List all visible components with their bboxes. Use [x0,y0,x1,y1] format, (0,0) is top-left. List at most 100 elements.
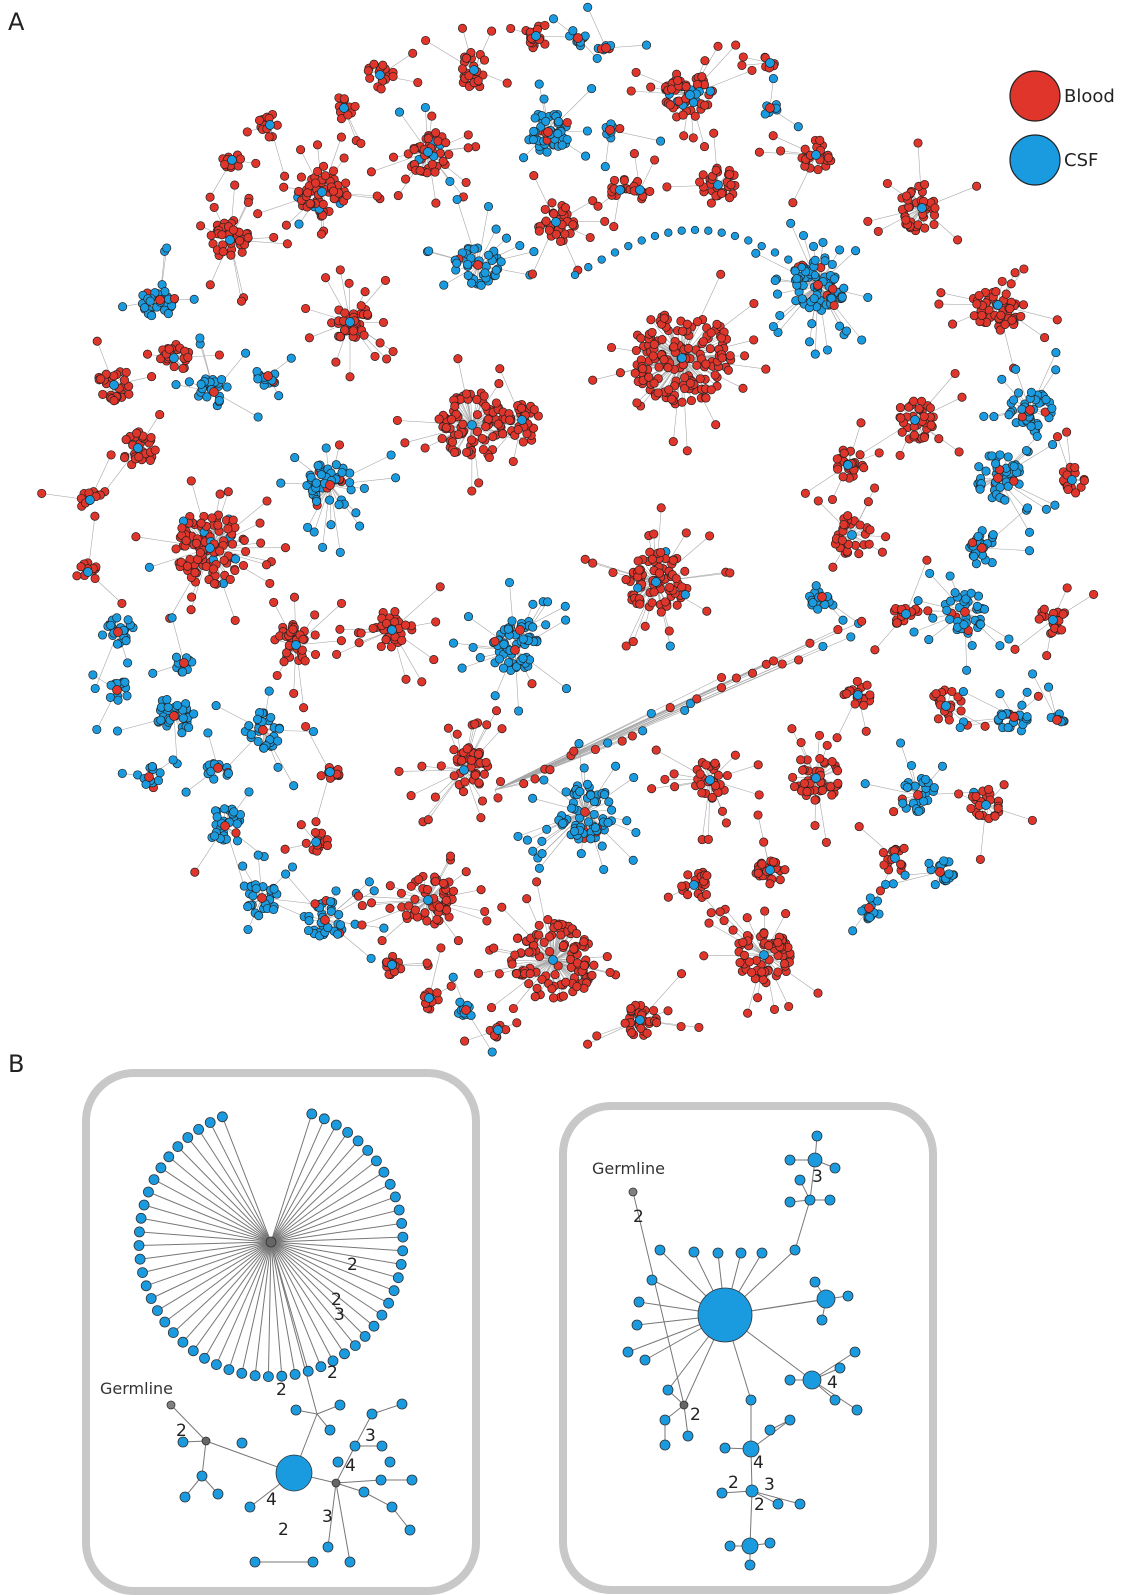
blood-node [303,188,313,198]
network-edge [494,621,862,791]
cluster-center-node [109,380,119,390]
csf-node [818,237,828,247]
blood-node [444,149,454,159]
blood-node [311,178,321,188]
csf-node [189,709,199,719]
blood-node [615,368,625,378]
csf-node [420,102,430,113]
cluster-center-node [423,147,433,157]
csf-node [178,713,188,723]
blood-node [529,171,539,181]
blood-node [312,140,323,150]
blood-node [316,229,326,239]
blood-node [230,180,240,190]
blood-node [706,328,716,338]
blood-node [264,132,274,142]
csf-node [184,377,194,387]
csf-node [519,153,529,163]
csf-node [987,451,997,461]
network-edge [981,547,1030,551]
blood-node [1010,268,1020,278]
blood-node [710,370,720,380]
blood-node [1062,427,1072,437]
blood-node [109,396,119,406]
blood-node [723,365,733,375]
blood-node [654,362,664,372]
csf-node [195,333,205,343]
blood-node [119,453,130,463]
blood-node [832,454,842,464]
blood-node [680,383,690,394]
blood-node [588,375,598,385]
blood-node [560,203,571,213]
blood-node [457,64,468,74]
blood-node [700,56,710,66]
blood-node [631,345,641,356]
network-edge [867,207,923,222]
blood-node [1009,476,1019,486]
blood-node [859,463,869,473]
blood-node [146,432,156,443]
csf-node [90,683,100,694]
csf-node [178,667,188,677]
blood-node [632,398,642,408]
blood-node [1000,319,1010,329]
csf-node [1000,495,1010,505]
csf-node [1022,503,1033,513]
blood-node [854,549,864,559]
blood-node [393,191,403,201]
network-edge [463,769,483,802]
blood-node [262,496,272,506]
blood-node [186,476,196,486]
blood-node [421,35,431,46]
blood-node [310,610,320,620]
blood-node [865,525,875,535]
blood-node [178,363,188,374]
blood-node [568,220,578,230]
blood-node [716,333,726,343]
blood-node [215,489,225,499]
csf-node [1011,364,1021,374]
blood-node [256,538,266,548]
blood-node [1063,484,1073,495]
blood-node [227,539,238,549]
csf-node [253,412,263,422]
blood-node [181,536,191,546]
blood-node [897,427,907,437]
csf-node [1051,365,1061,375]
blood-node [895,450,905,460]
blood-node [855,450,865,460]
blood-node [1019,264,1029,274]
blood-node [121,367,131,377]
csf-node [981,466,991,476]
blood-node [339,153,349,163]
blood-node [562,117,572,128]
cluster-center-node [227,155,237,165]
csf-node [539,94,549,104]
csf-node [1024,546,1035,556]
blood-node [724,169,735,179]
blood-node [717,353,727,363]
blood-node [363,66,373,76]
blood-node [815,135,825,145]
csf-node [148,668,158,678]
csf-node [217,374,227,385]
blood-node [1018,300,1029,310]
blood-node [243,233,253,243]
csf-node [705,86,715,96]
blood-node [106,450,116,460]
blood-node [754,147,764,157]
network-edge [295,644,304,708]
blood-node [206,230,216,240]
blood-node [856,418,866,428]
blood-node [209,202,219,212]
csf-node [162,243,172,253]
blood-node [433,136,443,146]
blood-node [169,362,179,372]
blood-node [901,215,911,225]
csf-node [147,311,157,321]
blood-node [679,131,689,141]
csf-node [775,310,785,321]
blood-node [344,278,354,288]
blood-node [372,191,382,201]
